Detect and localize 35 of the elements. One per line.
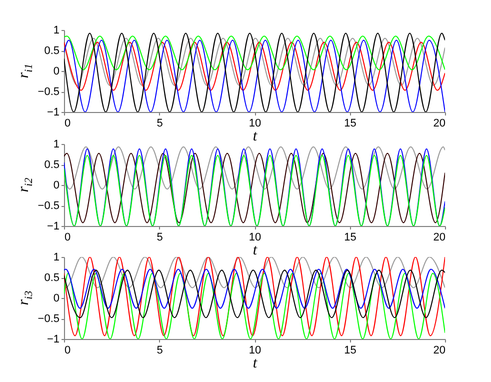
x-tick-label: 20 xyxy=(433,344,446,356)
x-tick-label: 0 xyxy=(64,232,71,244)
y-tick-label: 0 xyxy=(53,180,60,192)
x-axis-title: t xyxy=(252,242,258,258)
y-tick-label: 0.5 xyxy=(44,45,60,57)
y-tick-label: 0.5 xyxy=(44,272,60,284)
x-tick-label: 5 xyxy=(156,344,163,356)
x-tick-label: 20 xyxy=(433,232,446,244)
y-tick-label: −1 xyxy=(46,220,60,232)
x-tick-label: 0 xyxy=(64,344,71,356)
line-series xyxy=(64,270,445,318)
x-tick-label: 10 xyxy=(248,118,262,130)
y-tick-label: 1 xyxy=(53,24,60,36)
x-tick-label: 0 xyxy=(64,118,71,130)
x-tick-label: 5 xyxy=(156,232,163,244)
x-tick-label: 15 xyxy=(344,344,356,356)
y-tick-label: 0 xyxy=(53,292,60,304)
x-tick-label: 15 xyxy=(344,232,356,244)
y-tick-label: 1 xyxy=(53,252,60,264)
x-axis-title: t xyxy=(252,128,258,144)
y-tick-label: −0.5 xyxy=(38,86,60,98)
x-tick-label: 10 xyxy=(248,344,262,356)
y-tick-label: −1 xyxy=(46,334,60,346)
y-tick-label: −1 xyxy=(46,106,60,118)
x-axis-title: t xyxy=(252,356,258,372)
x-tick-label: 20 xyxy=(433,118,446,130)
y-tick-label: 0.5 xyxy=(44,159,60,171)
x-tick-label: 10 xyxy=(248,232,262,244)
y-tick-label: 1 xyxy=(53,138,60,150)
x-tick-label: 5 xyxy=(156,118,163,130)
y-tick-label: −0.5 xyxy=(38,313,60,325)
line-series xyxy=(64,146,445,190)
x-tick-label: 15 xyxy=(344,118,356,130)
y-tick-label: 0 xyxy=(53,66,60,78)
y-tick-label: −0.5 xyxy=(38,200,60,212)
